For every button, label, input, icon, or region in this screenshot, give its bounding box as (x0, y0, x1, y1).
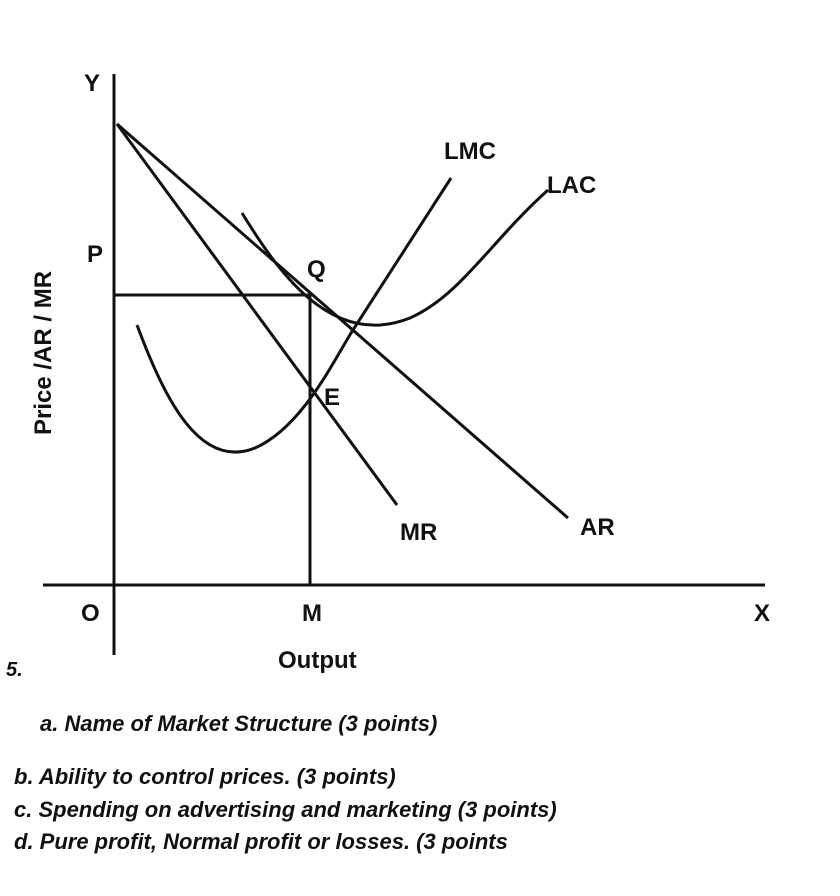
point-e-label: E (324, 384, 340, 411)
lmc-curve (135, 177, 453, 454)
point-m-label: M (302, 600, 322, 627)
y-axis-title: Price /AR / MR (30, 271, 57, 435)
y-axis-label: Y (84, 70, 100, 97)
lac-label: LAC (547, 172, 596, 199)
question-b: b. Ability to control prices. (3 points) (14, 764, 396, 789)
mr-label: MR (400, 519, 437, 546)
x-axis-label: X (754, 600, 770, 627)
x-axis-title: Output (278, 647, 357, 674)
origin-label: O (81, 600, 100, 627)
lmc-label: LMC (444, 138, 496, 165)
lac-curve (240, 188, 550, 327)
question-a: a. Name of Market Structure (3 points) (40, 711, 438, 736)
point-p-label: P (87, 241, 103, 268)
question-c: c. Spending on advertising and marketing… (14, 797, 557, 822)
ar-curve (116, 122, 569, 520)
market-structure-diagram: Y X O P M Q E LMC LAC MR AR Output Price… (30, 70, 770, 674)
ar-label: AR (580, 514, 615, 541)
question-d: d. Pure profit, Normal profit or losses.… (14, 829, 508, 854)
mr-curve (115, 123, 399, 506)
question-number: 5. (6, 659, 23, 681)
point-q-label: Q (307, 256, 326, 283)
